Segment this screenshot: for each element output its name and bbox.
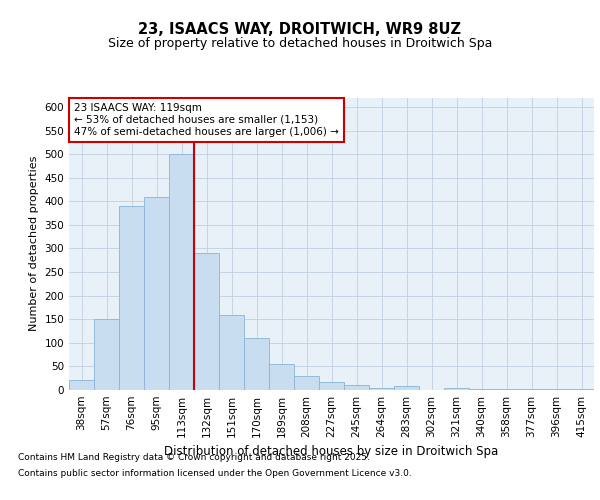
Text: Contains HM Land Registry data © Crown copyright and database right 2025.: Contains HM Land Registry data © Crown c… [18,454,370,462]
Bar [319,382,344,390]
Text: 23 ISAACS WAY: 119sqm
← 53% of detached houses are smaller (1,153)
47% of semi-d: 23 ISAACS WAY: 119sqm ← 53% of detached … [74,104,339,136]
Bar [144,196,169,390]
Bar [369,388,394,390]
Text: Size of property relative to detached houses in Droitwich Spa: Size of property relative to detached ho… [108,38,492,51]
Bar [94,319,119,390]
Bar [194,253,219,390]
Text: Contains public sector information licensed under the Open Government Licence v3: Contains public sector information licen… [18,468,412,477]
Bar [169,154,194,390]
Bar [69,380,94,390]
Bar [244,338,269,390]
Bar [294,376,319,390]
Bar [494,389,519,390]
Bar [269,364,294,390]
Bar [444,388,469,390]
Y-axis label: Number of detached properties: Number of detached properties [29,156,39,332]
Bar [519,388,544,390]
Bar [344,386,369,390]
Bar [544,389,569,390]
Bar [119,206,144,390]
Bar [219,314,244,390]
Bar [569,389,594,390]
X-axis label: Distribution of detached houses by size in Droitwich Spa: Distribution of detached houses by size … [164,446,499,458]
Text: 23, ISAACS WAY, DROITWICH, WR9 8UZ: 23, ISAACS WAY, DROITWICH, WR9 8UZ [139,22,461,38]
Bar [394,386,419,390]
Bar [469,388,494,390]
